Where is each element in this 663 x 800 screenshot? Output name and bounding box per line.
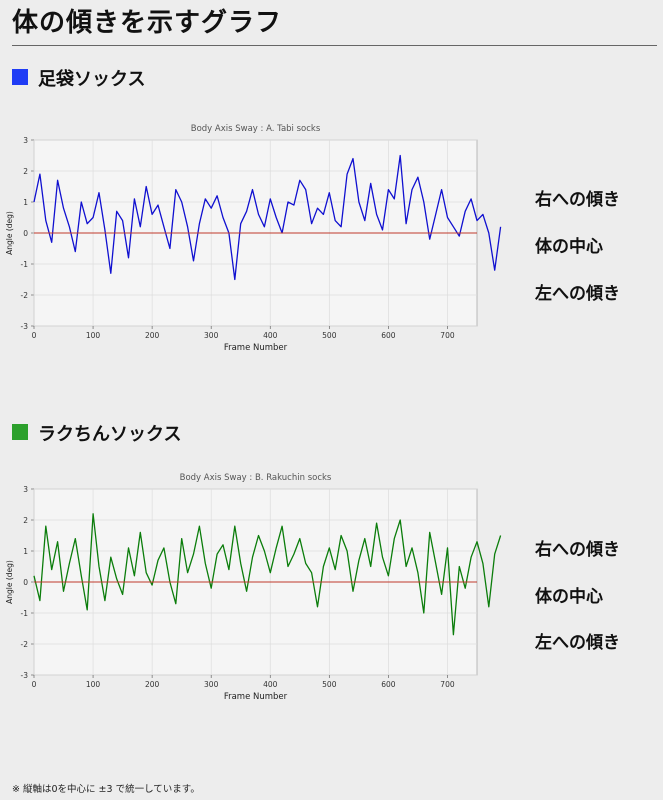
- x-tick-label: 200: [145, 680, 160, 689]
- y-tick-label: -3: [21, 322, 29, 331]
- y-tick-label: 3: [23, 485, 28, 494]
- x-tick-label: 600: [381, 331, 396, 340]
- x-tick-label: 700: [440, 331, 455, 340]
- x-axis-label: Frame Number: [224, 692, 288, 702]
- series-line: [33, 154, 502, 281]
- title-divider: [12, 45, 657, 46]
- y-tick-label: -1: [21, 609, 29, 618]
- y-tick-label: -2: [21, 640, 29, 649]
- x-tick-label: 400: [263, 680, 278, 689]
- y-tick-label: 3: [23, 136, 28, 145]
- tilt-left-label: 左への傾き: [535, 633, 620, 653]
- tilt-right-label: 右への傾き: [535, 190, 620, 210]
- y-tick-label: 0: [23, 229, 28, 238]
- y-tick-label: 1: [23, 198, 28, 207]
- body-center-label: 体の中心: [535, 237, 603, 257]
- y-axis-label: Angle (deg): [5, 560, 14, 604]
- x-tick-label: 400: [263, 331, 278, 340]
- chart-tabi-socks: Body Axis Sway : A. Tabi socks -3 -2 -1 0 1 2 3…: [5, 124, 502, 353]
- rakuchin-color-swatch: [12, 424, 28, 440]
- x-tick-label: 500: [322, 331, 337, 340]
- x-tick-label: 0: [32, 680, 37, 689]
- x-tick-label: 0: [32, 331, 37, 340]
- chart-title: Body Axis Sway : A. Tabi socks: [191, 124, 321, 134]
- x-axis-label: Frame Number: [224, 343, 288, 353]
- page-title: 体の傾きを示すグラフ: [12, 8, 283, 38]
- x-tick-label: 600: [381, 680, 396, 689]
- x-tick-label: 200: [145, 331, 160, 340]
- x-tick-label: 100: [86, 331, 101, 340]
- y-tick-label: -1: [21, 260, 29, 269]
- section-label-rakuchin: ラクちんソックス: [38, 424, 182, 445]
- x-tick-label: 300: [204, 331, 219, 340]
- x-tick-label: 100: [86, 680, 101, 689]
- body-center-label: 体の中心: [535, 587, 603, 607]
- y-tick-label: 2: [23, 516, 28, 525]
- x-tick-label: 500: [322, 680, 337, 689]
- section-label-tabi: 足袋ソックス: [38, 69, 146, 90]
- footnote: ※ 縦軸は0を中心に ±3 で統一しています。: [12, 784, 200, 795]
- x-tick-label: 300: [204, 680, 219, 689]
- x-tick-label: 700: [440, 680, 455, 689]
- y-tick-label: 0: [23, 578, 28, 587]
- series-line: [33, 513, 502, 636]
- chart-rakuchin-socks: Body Axis Sway : B. Rakuchin socks -3 -2 -1…: [5, 473, 502, 702]
- y-tick-label: -2: [21, 291, 29, 300]
- y-tick-label: -3: [21, 671, 29, 680]
- y-tick-label: 1: [23, 547, 28, 556]
- y-tick-label: 2: [23, 167, 28, 176]
- y-axis-label: Angle (deg): [5, 211, 14, 255]
- tilt-left-label: 左への傾き: [535, 284, 620, 304]
- tilt-right-label: 右への傾き: [535, 540, 620, 560]
- chart-title: Body Axis Sway : B. Rakuchin socks: [180, 473, 332, 483]
- tabi-color-swatch: [12, 69, 28, 85]
